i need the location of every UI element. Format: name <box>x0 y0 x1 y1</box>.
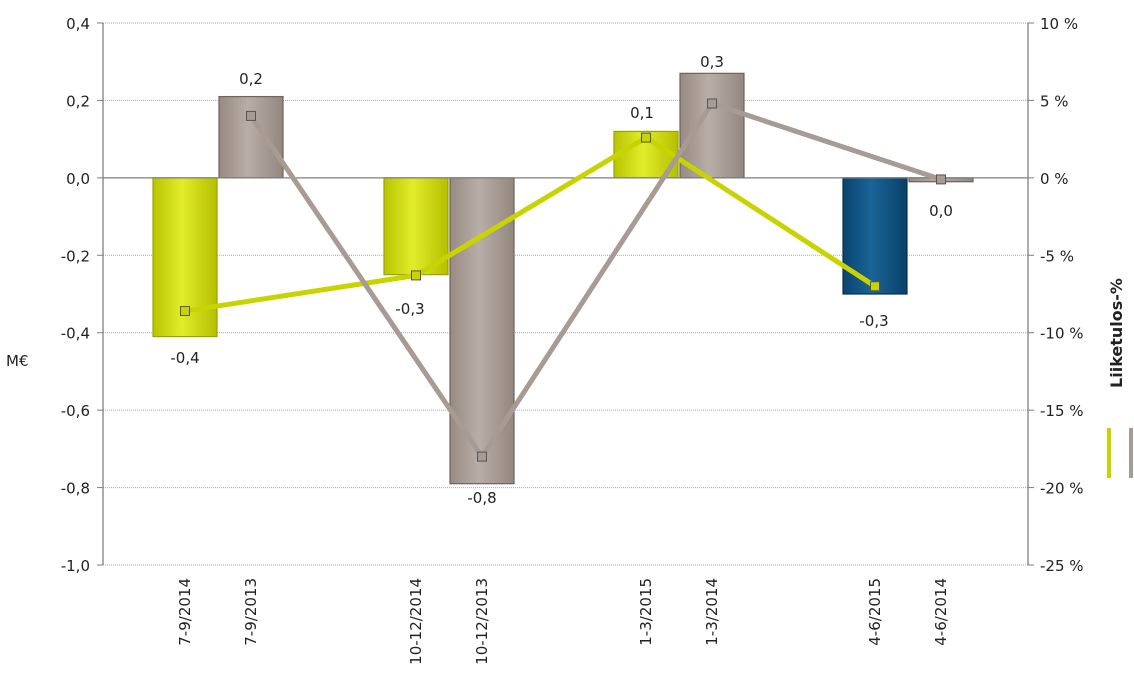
y-tick-label: 0,4 <box>66 15 90 33</box>
y-tick-label: -0,2 <box>61 247 90 265</box>
y2-tick-label: 0 % <box>1040 170 1069 188</box>
series-line <box>248 101 942 460</box>
y2-axis-label: Liiketulos-% <box>1107 278 1126 388</box>
y-tick-label: -0,8 <box>61 480 90 498</box>
data-labels: -0,4 0,2 -0,3 -0,8 0,1 0,3 -0,3 0,0 <box>170 53 953 507</box>
y-axis-label: M€ <box>6 352 29 370</box>
axes <box>97 22 1034 566</box>
category-label: 7-9/2014 <box>176 578 194 646</box>
tick-labels: 0,4 0,2 0,0 -0,2 -0,4 -0,6 -0,8 -1,0 10 % 5 % 0 % -… <box>61 15 1084 665</box>
series-marker <box>411 270 421 281</box>
category-label: 10-12/2013 <box>473 578 491 665</box>
series-marker <box>641 132 651 143</box>
data-label: -0,8 <box>467 489 496 507</box>
series-marker <box>936 174 946 185</box>
data-label: -0,3 <box>859 312 888 330</box>
y-tick-label: -0,4 <box>61 325 90 343</box>
data-label: 0,0 <box>929 202 953 220</box>
y-tick-label: 0,2 <box>66 92 90 110</box>
y2-tick-label: 10 % <box>1040 15 1078 33</box>
series-marker <box>707 98 717 109</box>
y2-tick-label: -25 % <box>1040 557 1084 575</box>
category-label: 4-6/2014 <box>932 578 950 646</box>
y-tick-label: -0,6 <box>61 402 90 420</box>
y2-tick-label: -5 % <box>1040 247 1074 265</box>
category-label: 1-3/2014 <box>703 578 721 646</box>
y2-tick-label: -20 % <box>1040 480 1084 498</box>
series-lines <box>180 98 946 462</box>
data-label: 0,3 <box>700 53 724 71</box>
y-tick-label: -1,0 <box>61 557 90 575</box>
bar <box>383 177 449 276</box>
y2-tick-label: -15 % <box>1040 402 1084 420</box>
bar <box>679 72 745 179</box>
category-label: 10-12/2014 <box>407 578 425 665</box>
y-tick-label: 0,0 <box>66 170 90 188</box>
y2-tick-label: -10 % <box>1040 325 1084 343</box>
category-label: 1-3/2015 <box>637 578 655 646</box>
data-label: -0,3 <box>395 300 424 318</box>
series-marker <box>180 306 190 317</box>
series-marker <box>477 451 487 462</box>
bars <box>152 72 974 485</box>
bar <box>449 177 515 485</box>
series-marker <box>246 110 256 121</box>
category-label: 4-6/2015 <box>866 578 884 646</box>
series-line <box>184 135 877 314</box>
data-label: 0,2 <box>239 70 263 88</box>
data-label: -0,4 <box>170 349 199 367</box>
bar <box>842 177 908 295</box>
series-marker <box>870 281 880 292</box>
legend <box>1107 428 1133 478</box>
bar <box>218 95 284 179</box>
category-label: 7-9/2013 <box>242 578 260 646</box>
data-label: 0,1 <box>630 104 654 122</box>
y2-tick-label: 5 % <box>1040 92 1069 110</box>
